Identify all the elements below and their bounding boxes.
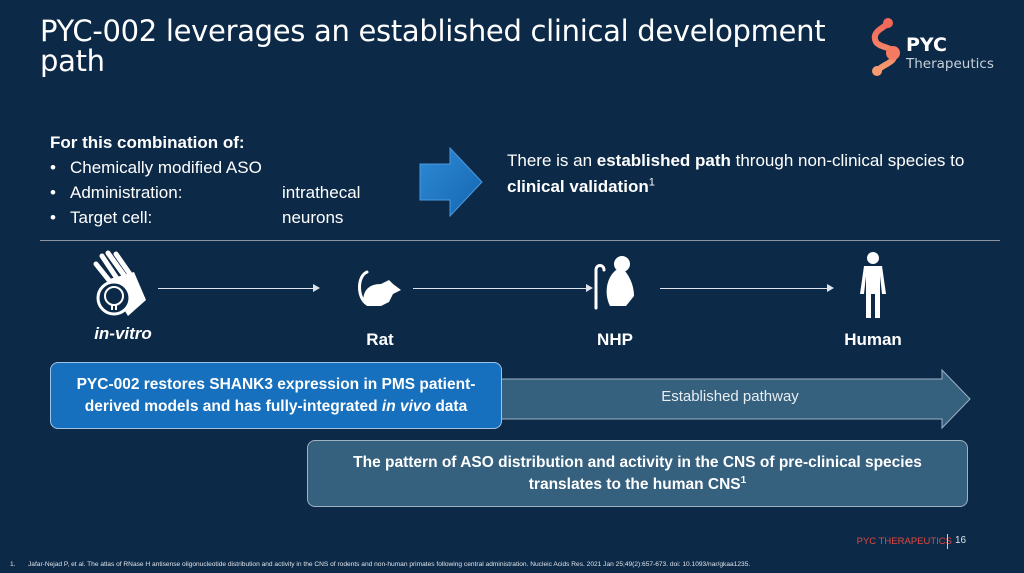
stage-label: NHP xyxy=(597,330,633,349)
stage-rat: Rat xyxy=(320,250,440,350)
claim-mid: through non-clinical species to xyxy=(730,151,965,170)
footnote-ref: 1 xyxy=(740,474,747,486)
flow-arrow xyxy=(158,284,320,292)
hand-brain-icon xyxy=(93,250,146,316)
pyc002-result-box: PYC-002 restores SHANK3 expression in PM… xyxy=(50,362,502,429)
human-icon xyxy=(860,252,886,318)
stage-nhp: NHP xyxy=(555,250,675,350)
claim-text: There is an established path through non… xyxy=(507,148,967,200)
box-text-end: data xyxy=(431,397,468,415)
monkey-icon xyxy=(594,256,634,310)
logo-name: PYC xyxy=(906,34,947,56)
stage-label: Human xyxy=(844,330,902,349)
item-label: Target cell: xyxy=(70,208,153,227)
claim-pre: There is an xyxy=(507,151,597,170)
list-item: Target cell: neurons xyxy=(50,205,343,230)
stage-human: Human xyxy=(813,250,933,350)
combination-list: For this combination of: Chemically modi… xyxy=(50,130,360,230)
stage-label: Rat xyxy=(366,330,394,349)
logo-subtitle: Therapeutics xyxy=(906,56,994,72)
footnote-text: Jafar-Nejad P, et al. The atlas of RNase… xyxy=(28,561,751,568)
combination-heading: For this combination of: xyxy=(50,133,245,152)
footnote-number: 1. xyxy=(10,561,16,568)
pathway-label: Established pathway xyxy=(661,388,799,405)
list-item: Administration: intrathecal xyxy=(50,180,360,205)
right-arrow-icon xyxy=(419,147,483,217)
established-pathway-arrow xyxy=(480,369,971,430)
stage-label: in-vitro xyxy=(94,324,152,343)
translation-box: The pattern of ASO distribution and acti… xyxy=(307,440,968,507)
page-number: 16 xyxy=(955,535,967,546)
claim-bold-validation: clinical validation xyxy=(507,177,649,196)
item-value: intrathecal xyxy=(282,183,361,202)
box-text: PYC-002 restores SHANK3 expression in PM… xyxy=(76,375,476,415)
company-logo: PYC Therapeutics xyxy=(868,16,1018,76)
flow-arrow xyxy=(413,284,593,292)
box-italic: in vivo xyxy=(381,397,432,415)
rat-icon xyxy=(358,270,401,306)
footnote: 1. Jafar-Nejad P, et al. The atlas of RNa… xyxy=(10,561,750,568)
stage-in-vitro: in-vitro xyxy=(63,250,183,344)
item-label: Administration: xyxy=(70,183,183,202)
item-label: Chemically modified ASO xyxy=(70,158,262,177)
footer-company: PYC THERAPEUTICS xyxy=(856,536,952,547)
page-title: PYC-002 leverages an established clinica… xyxy=(40,14,826,78)
footnote-ref: 1 xyxy=(648,176,655,189)
flow-arrow xyxy=(660,284,834,292)
list-item: Chemically modified ASO xyxy=(50,155,262,180)
claim-bold-path: established path xyxy=(596,151,731,170)
logo-molecule-icon xyxy=(871,18,900,76)
page-separator xyxy=(947,534,948,549)
box-text: The pattern of ASO distribution and acti… xyxy=(353,453,922,493)
item-value: neurons xyxy=(282,208,344,227)
divider xyxy=(40,240,1000,241)
